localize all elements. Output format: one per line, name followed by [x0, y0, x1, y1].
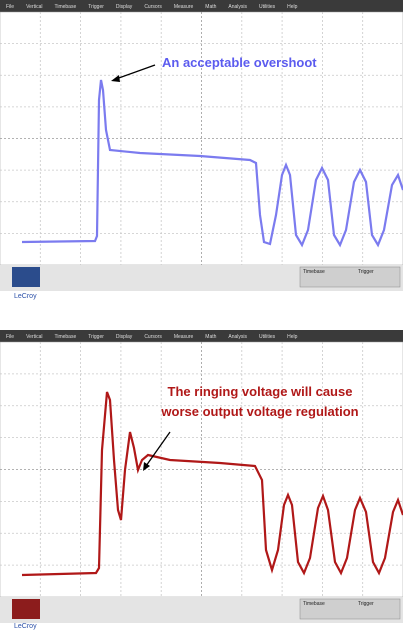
annotation: worse output voltage regulation: [160, 404, 358, 419]
annotation: The ringing voltage will cause: [168, 384, 353, 399]
channel-box: [12, 599, 40, 619]
menu-item[interactable]: Trigger: [88, 4, 104, 10]
menu-item[interactable]: Display: [116, 4, 133, 10]
menu-item[interactable]: Utilities: [259, 334, 276, 340]
menu-item[interactable]: Cursors: [144, 334, 162, 340]
status-label: Timebase: [303, 269, 325, 275]
timebase-box: [299, 598, 401, 620]
brand: LeCroy: [14, 623, 37, 630]
menu-item[interactable]: File: [6, 334, 14, 340]
arrowhead: [111, 75, 120, 82]
menu-item[interactable]: Help: [287, 334, 298, 340]
menu-item[interactable]: Cursors: [144, 4, 162, 10]
menu-item[interactable]: Timebase: [54, 4, 76, 10]
menu-item[interactable]: File: [6, 4, 14, 10]
menu-item[interactable]: Analysis: [228, 4, 247, 10]
menu-item[interactable]: Trigger: [88, 334, 104, 340]
menu-item[interactable]: Measure: [174, 334, 194, 340]
menu-item[interactable]: Analysis: [228, 334, 247, 340]
arrow: [145, 431, 171, 467]
annotation: An acceptable overshoot: [162, 55, 317, 70]
menu-item[interactable]: Utilities: [259, 4, 276, 10]
scope-capture: The ringing voltage will cause worse out…: [0, 330, 403, 630]
menu-item[interactable]: Measure: [174, 4, 194, 10]
menu-item[interactable]: Help: [287, 4, 298, 10]
menu-item[interactable]: Timebase: [54, 334, 76, 340]
arrow: [115, 64, 156, 80]
grid: [0, 342, 403, 597]
status-label: Timebase: [303, 601, 325, 607]
brand: LeCroy: [14, 293, 37, 300]
waveform: [21, 391, 403, 577]
menu-item[interactable]: Vertical: [26, 334, 42, 340]
menu-item[interactable]: Math: [205, 334, 216, 340]
menu-bar: [0, 330, 403, 342]
menu-bar: [0, 0, 403, 12]
status-label: Trigger: [358, 601, 374, 607]
waveform: [21, 79, 403, 248]
timebase-box: [299, 266, 401, 288]
menu-item[interactable]: Math: [205, 4, 216, 10]
channel-box: [12, 267, 40, 287]
menu-item[interactable]: Display: [116, 334, 133, 340]
status-label: Trigger: [358, 269, 374, 275]
arrowhead: [143, 462, 150, 471]
scope-capture: An acceptable overshoot Timebase Trigger…: [0, 0, 403, 300]
menu-item[interactable]: Vertical: [26, 4, 42, 10]
grid: [0, 12, 403, 265]
